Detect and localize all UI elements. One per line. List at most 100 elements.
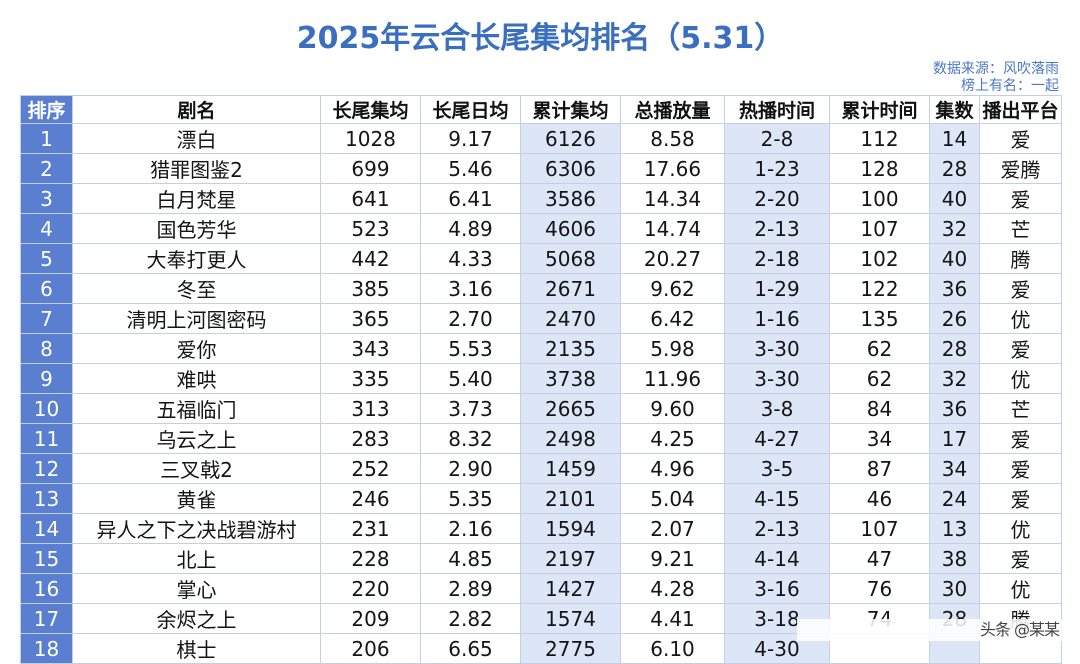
cell-platform: 优 [979, 513, 1062, 544]
cell-total-views: 14.34 [620, 183, 725, 214]
cell-tail-day-avg: 5.46 [420, 153, 521, 184]
cell-total-views: 6.42 [620, 303, 725, 334]
cell-platform: 芒 [979, 393, 1062, 424]
cell-total-days: 46 [829, 483, 930, 514]
cell-episodes: 17 [929, 423, 980, 454]
cell-name: 猎罪图鉴2 [72, 153, 321, 184]
table-row: 7 清明上河图密码 365 2.70 2470 6.42 1-16 135 26 优 [20, 303, 1062, 334]
cell-total-ep-avg: 4606 [520, 213, 621, 244]
table-body: 1 漂白 1028 9.17 6126 8.58 2-8 112 14 爱 2 猎罪图鉴2 699 5.4… [20, 123, 1062, 664]
cell-airing-date: 3-8 [724, 393, 830, 424]
cell-total-ep-avg: 5068 [520, 243, 621, 274]
cell-total-ep-avg: 2135 [520, 333, 621, 364]
cell-total-ep-avg: 2197 [520, 543, 621, 574]
cell-airing-date: 4-15 [724, 483, 830, 514]
ranking-table: 排序 剧名 长尾集均 长尾日均 累计集均 总播放量 热播时间 累计时间 集数 播出平台 1 漂白 10… [20, 95, 1062, 664]
cell-tail-day-avg: 2.82 [420, 603, 521, 634]
column-header-tail-day-avg: 长尾日均 [420, 95, 521, 124]
cell-tail-ep-avg: 220 [320, 573, 421, 604]
cell-total-days: 135 [829, 303, 930, 334]
cell-name: 三叉戟2 [72, 453, 321, 484]
cell-tail-ep-avg: 385 [320, 273, 421, 304]
cell-rank: 2 [20, 153, 73, 184]
cell-tail-ep-avg: 335 [320, 363, 421, 394]
cell-platform: 爱 [979, 123, 1062, 154]
cell-name: 棋士 [72, 633, 321, 664]
cell-total-ep-avg: 6126 [520, 123, 621, 154]
cell-platform: 优 [979, 573, 1062, 604]
cell-tail-day-avg: 4.33 [420, 243, 521, 274]
table-row: 10 五福临门 313 3.73 2665 9.60 3-8 84 36 芒 [20, 393, 1062, 424]
cell-episodes: 24 [929, 483, 980, 514]
cell-airing-date: 2-13 [724, 213, 830, 244]
cell-total-days: 102 [829, 243, 930, 274]
cell-name: 大奉打更人 [72, 243, 321, 274]
cell-total-views: 9.62 [620, 273, 725, 304]
cell-total-ep-avg: 1574 [520, 603, 621, 634]
cell-episodes: 32 [929, 363, 980, 394]
cell-name: 难哄 [72, 363, 321, 394]
cell-platform: 爱 [979, 333, 1062, 364]
cell-rank: 4 [20, 213, 73, 244]
cell-airing-date: 2-18 [724, 243, 830, 274]
table-row: 11 乌云之上 283 8.32 2498 4.25 4-27 34 17 爱 [20, 423, 1062, 454]
source-line-credit: 榜上有名：一起 [961, 78, 1059, 94]
cell-tail-ep-avg: 283 [320, 423, 421, 454]
cell-total-ep-avg: 2775 [520, 633, 621, 664]
cell-total-days: 47 [829, 543, 930, 574]
cell-name: 掌心 [72, 573, 321, 604]
cell-episodes: 32 [929, 213, 980, 244]
cell-tail-day-avg: 2.16 [420, 513, 521, 544]
cell-tail-day-avg: 5.53 [420, 333, 521, 364]
cell-total-ep-avg: 6306 [520, 153, 621, 184]
column-header-total-days: 累计时间 [829, 95, 930, 124]
cell-rank: 8 [20, 333, 73, 364]
cell-total-views: 9.21 [620, 543, 725, 574]
cell-airing-date: 1-23 [724, 153, 830, 184]
table-row: 9 难哄 335 5.40 3738 11.96 3-30 62 32 优 [20, 363, 1062, 394]
cell-rank: 12 [20, 453, 73, 484]
cell-platform: 优 [979, 303, 1062, 334]
cell-total-views: 8.58 [620, 123, 725, 154]
table-row: 2 猎罪图鉴2 699 5.46 6306 17.66 1-23 128 28 爱腾 [20, 153, 1062, 184]
cell-platform: 芒 [979, 213, 1062, 244]
cell-tail-day-avg: 2.70 [420, 303, 521, 334]
cell-total-ep-avg: 1594 [520, 513, 621, 544]
cell-airing-date: 1-16 [724, 303, 830, 334]
cell-total-views: 11.96 [620, 363, 725, 394]
cell-tail-ep-avg: 442 [320, 243, 421, 274]
cell-name: 乌云之上 [72, 423, 321, 454]
cell-total-ep-avg: 2470 [520, 303, 621, 334]
cell-tail-day-avg: 9.17 [420, 123, 521, 154]
column-header-total-views: 总播放量 [620, 95, 725, 124]
cell-tail-day-avg: 3.73 [420, 393, 521, 424]
cell-total-days: 100 [829, 183, 930, 214]
cell-rank: 9 [20, 363, 73, 394]
column-header-tail-ep-avg: 长尾集均 [320, 95, 421, 124]
cell-total-days: 112 [829, 123, 930, 154]
cell-tail-ep-avg: 523 [320, 213, 421, 244]
cell-total-days: 76 [829, 573, 930, 604]
cell-name: 白月梵星 [72, 183, 321, 214]
column-header-total-ep-avg: 累计集均 [520, 95, 621, 124]
cell-tail-day-avg: 3.16 [420, 273, 521, 304]
column-header-name: 剧名 [72, 95, 321, 124]
cell-name: 余烬之上 [72, 603, 321, 634]
cell-airing-date: 3-30 [724, 363, 830, 394]
cell-total-days: 122 [829, 273, 930, 304]
cell-total-views: 4.25 [620, 423, 725, 454]
cell-episodes: 40 [929, 183, 980, 214]
cell-tail-ep-avg: 206 [320, 633, 421, 664]
cell-episodes: 30 [929, 573, 980, 604]
cell-tail-day-avg: 8.32 [420, 423, 521, 454]
cell-total-days: 62 [829, 363, 930, 394]
cell-tail-ep-avg: 365 [320, 303, 421, 334]
cell-name: 黄雀 [72, 483, 321, 514]
cell-total-views: 9.60 [620, 393, 725, 424]
cell-episodes: 13 [929, 513, 980, 544]
cell-rank: 17 [20, 603, 73, 634]
column-header-airing-date: 热播时间 [724, 95, 830, 124]
table-row: 8 爱你 343 5.53 2135 5.98 3-30 62 28 爱 [20, 333, 1062, 364]
cell-rank: 14 [20, 513, 73, 544]
cell-platform: 爱 [979, 273, 1062, 304]
